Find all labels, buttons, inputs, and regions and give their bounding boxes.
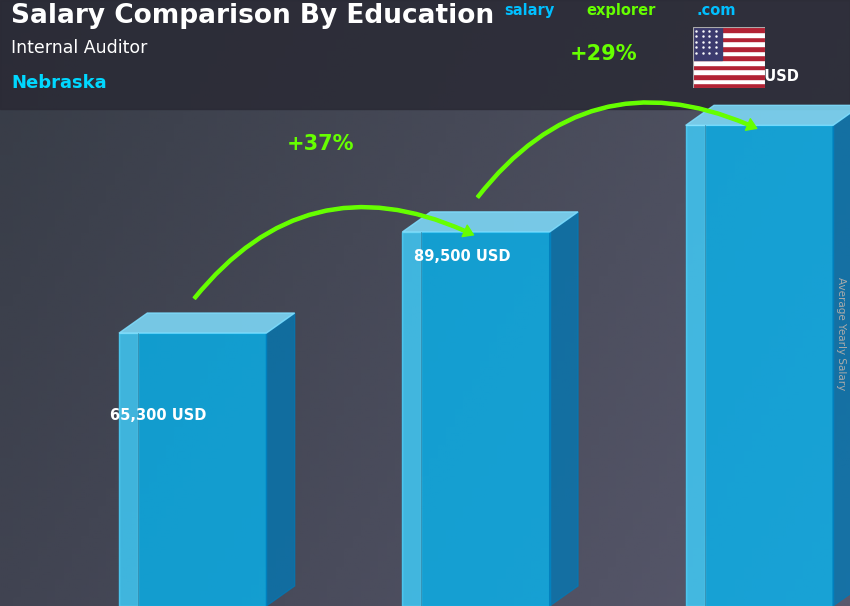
Bar [693,74,765,79]
Polygon shape [402,212,578,232]
Bar [693,46,765,50]
Text: .com: .com [697,3,736,18]
Bar [402,232,422,606]
Bar [693,69,765,74]
Text: Nebraska: Nebraska [11,74,107,92]
Bar [686,125,833,606]
Text: +37%: +37% [286,134,354,154]
Text: 115,000 USD: 115,000 USD [692,70,799,84]
Polygon shape [833,105,850,606]
Bar [402,232,550,606]
Bar [0,0,850,109]
Bar [693,41,765,46]
Text: Internal Auditor: Internal Auditor [11,39,148,58]
Bar [693,27,765,32]
Polygon shape [686,105,850,125]
Bar [693,50,765,55]
Bar [686,125,705,606]
Bar [693,65,765,69]
Bar [693,36,765,41]
Polygon shape [119,313,295,333]
Bar [119,333,139,606]
Text: explorer: explorer [586,3,656,18]
Text: salary: salary [504,3,554,18]
Text: +29%: +29% [570,44,638,64]
Text: 89,500 USD: 89,500 USD [414,248,510,264]
Bar [119,333,266,606]
Bar [693,83,765,88]
Text: 65,300 USD: 65,300 USD [110,408,207,424]
FancyArrowPatch shape [193,205,473,299]
Bar [693,27,722,60]
Text: Salary Comparison By Education: Salary Comparison By Education [11,3,495,29]
FancyArrowPatch shape [477,101,756,198]
Bar [693,32,765,36]
Text: Average Yearly Salary: Average Yearly Salary [836,277,847,390]
Polygon shape [550,212,578,606]
Bar [693,60,765,65]
Bar [693,55,765,60]
Bar [693,79,765,83]
Polygon shape [266,313,295,606]
